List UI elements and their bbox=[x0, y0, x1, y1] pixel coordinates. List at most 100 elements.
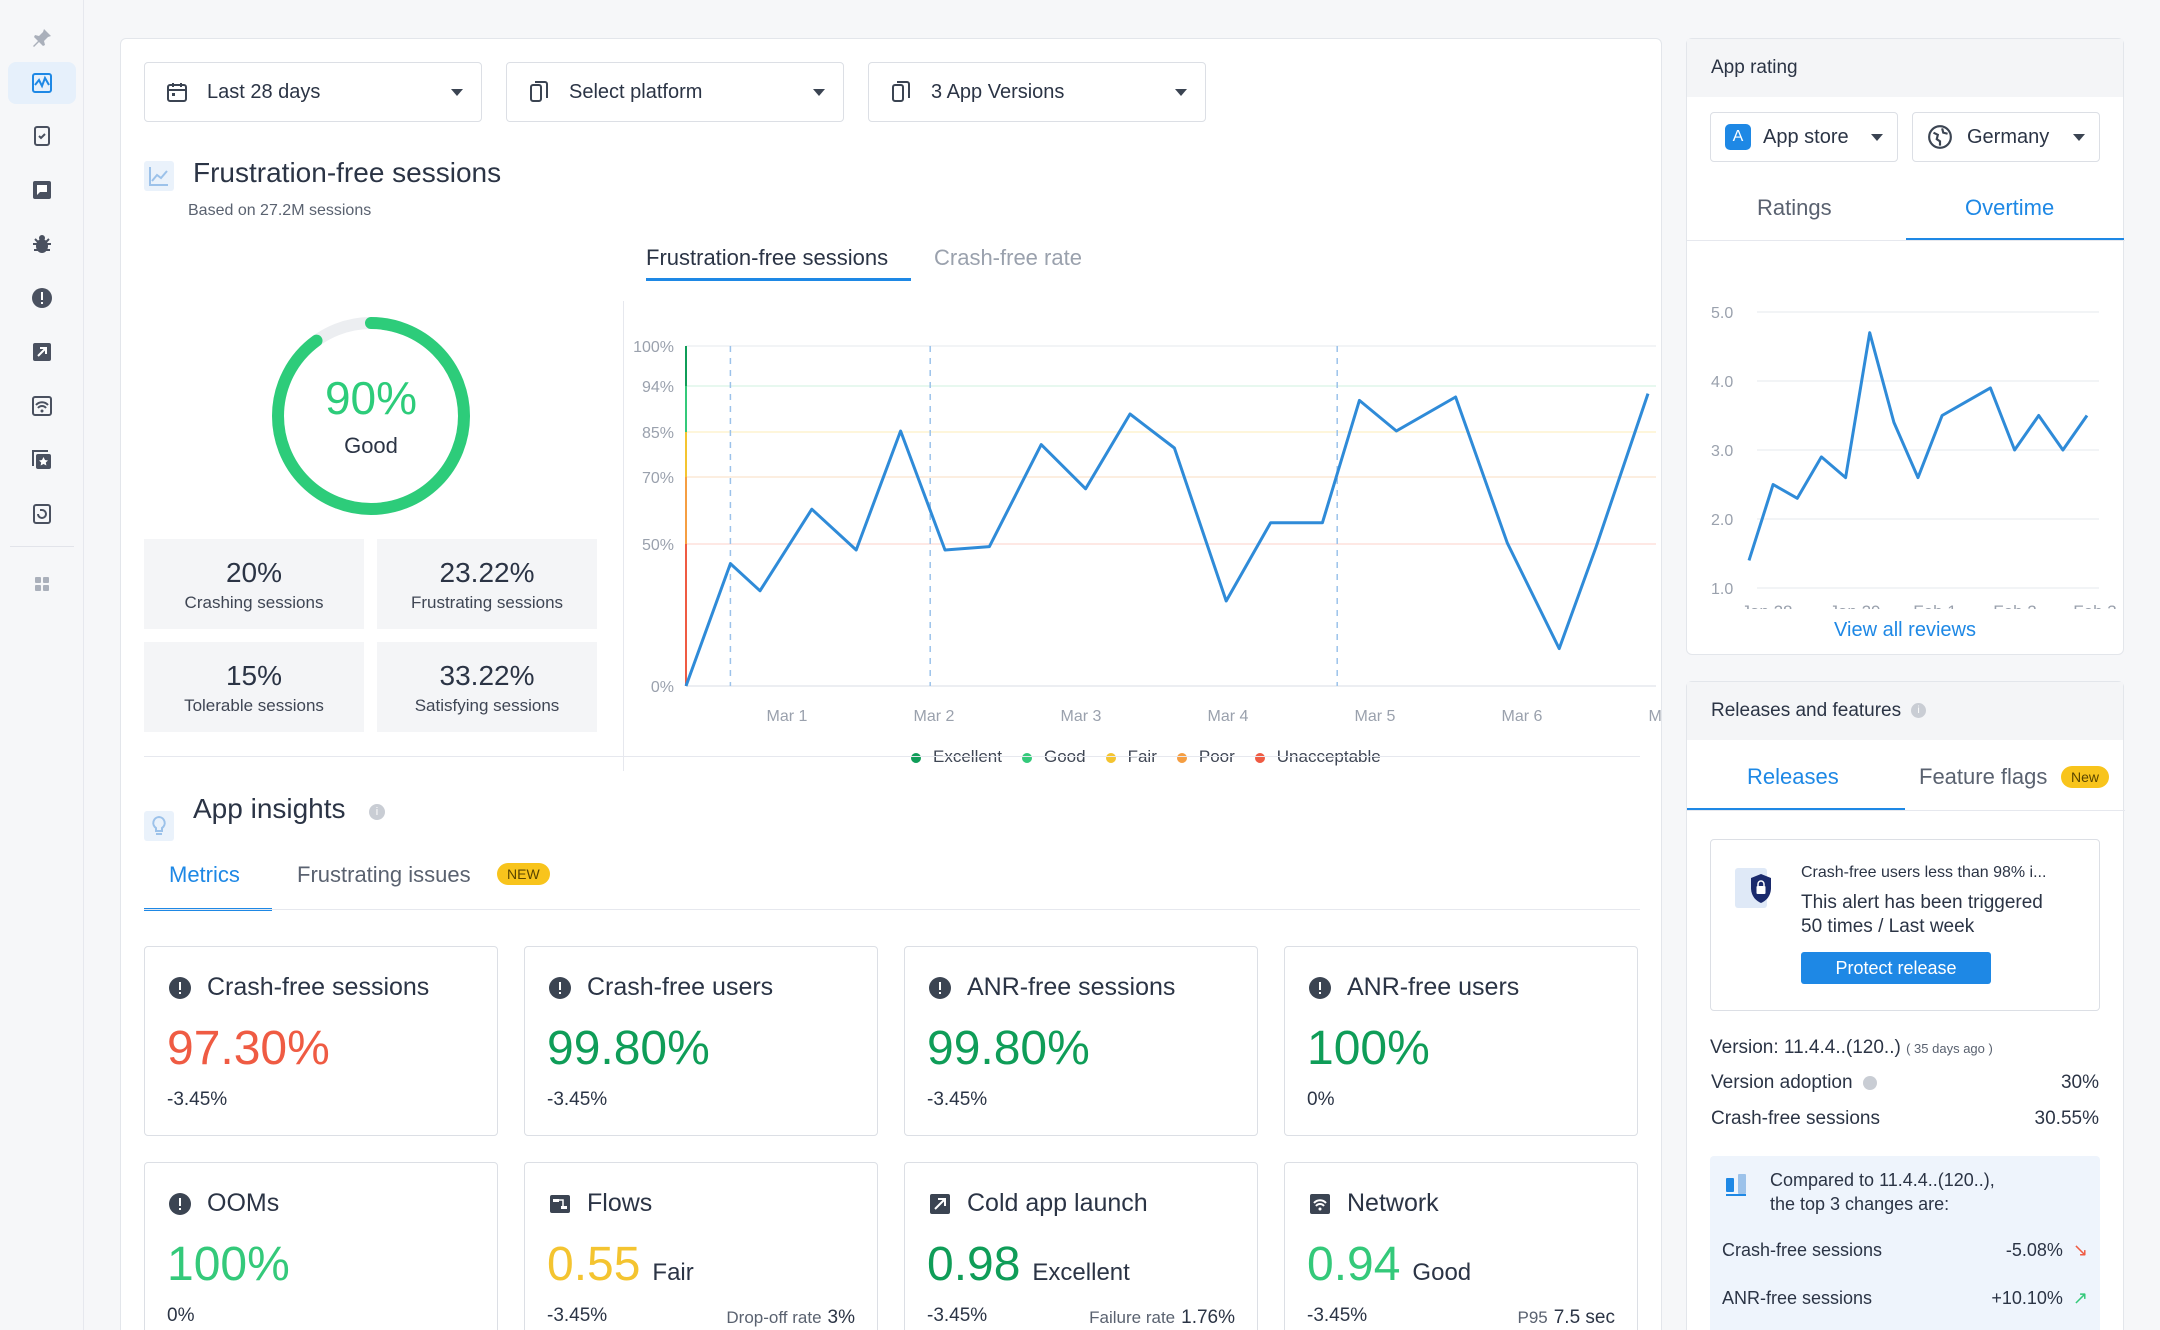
view-all-reviews-link[interactable]: View all reviews bbox=[1834, 619, 1976, 641]
ffs-score-gauge bbox=[272, 317, 470, 515]
metric-qualifier: Good bbox=[1412, 1259, 1472, 1286]
flows-icon bbox=[547, 1191, 573, 1217]
x-tick-label: Jan 29 bbox=[1829, 602, 1880, 609]
x-tick-label: Feb 2 bbox=[1993, 602, 2036, 609]
ratings-icon[interactable] bbox=[24, 442, 60, 478]
change-label: Crash-free sessions bbox=[1722, 1240, 1883, 1260]
release-row: Version adoption 30% bbox=[1711, 1072, 2099, 1094]
stat-tolerable: 15% Tolerable sessions bbox=[144, 642, 364, 732]
alert-icon bbox=[1307, 975, 1333, 1001]
bug-icon[interactable] bbox=[24, 226, 60, 262]
replay-icon[interactable] bbox=[24, 496, 60, 532]
legend-dot bbox=[1176, 752, 1187, 763]
info-icon[interactable]: i bbox=[1911, 703, 1927, 719]
ffs-title: Frustration-free sessions bbox=[193, 157, 502, 188]
metric-title: Network bbox=[1347, 1189, 1439, 1217]
tab-overtime[interactable]: Overtime bbox=[1965, 195, 2055, 220]
protect-release-button[interactable]: Protect release bbox=[1801, 952, 1991, 984]
metric-title: ANR-free users bbox=[1347, 973, 1520, 1001]
new-badge: New bbox=[2061, 766, 2110, 788]
metric-card-flows[interactable]: Flows 0.55 Fair -3.45% Drop-off rate 3% bbox=[524, 1162, 878, 1330]
metric-value-wrap: 0.55 Fair bbox=[547, 1237, 694, 1292]
chart-line-icon bbox=[144, 161, 174, 196]
metric-right: Failure rate 1.76% bbox=[1089, 1307, 1235, 1329]
chevron-down-icon bbox=[1175, 88, 1187, 96]
main-panel: Last 28 days Select platform 3 App Versi… bbox=[120, 38, 1662, 1330]
date-range-dropdown[interactable]: Last 28 days bbox=[144, 62, 482, 122]
metric-title: Flows bbox=[587, 1189, 653, 1217]
row-label-wrap: Version adoption bbox=[1711, 1072, 1877, 1094]
stat-crashing: 20% Crashing sessions bbox=[144, 539, 364, 629]
platform-value: Select platform bbox=[569, 80, 703, 103]
tab-feature-flags[interactable]: Feature flags bbox=[1919, 764, 2048, 789]
y-tick-label: 1.0 bbox=[1711, 581, 1733, 598]
legend-dot bbox=[911, 752, 921, 763]
chevron-down-icon bbox=[1871, 133, 1883, 141]
metric-card-anr-free-users[interactable]: ANR-free users 100% 0% bbox=[1284, 946, 1638, 1136]
feedback-icon[interactable] bbox=[24, 172, 60, 208]
launch-icon bbox=[927, 1191, 953, 1217]
app-versions-value: 3 App Versions bbox=[931, 80, 1065, 103]
x-tick-label: Mar 5 bbox=[1355, 708, 1396, 721]
metric-delta: 0% bbox=[1307, 1089, 1335, 1110]
network-icon[interactable] bbox=[24, 388, 60, 424]
alert-count: 50 times / Last week bbox=[1801, 916, 1975, 937]
country-dropdown[interactable]: Germany bbox=[1912, 112, 2100, 162]
row-value: 30.55% bbox=[2034, 1108, 2099, 1129]
metric-delta: -3.45% bbox=[927, 1305, 988, 1326]
metric-delta: -3.45% bbox=[1307, 1305, 1368, 1326]
metric-delta: -3.45% bbox=[547, 1089, 608, 1110]
apps-grid-icon[interactable] bbox=[24, 566, 60, 602]
reports-icon[interactable] bbox=[24, 118, 60, 154]
ffs-line-chart: 100% 94% 85% 70% 50% 0% Mar 1 Mar 2 Mar 3 Mar 4 Ma… bbox=[633, 339, 1661, 721]
metric-value: 97.30% bbox=[167, 1022, 330, 1075]
alert-icon[interactable] bbox=[24, 280, 60, 316]
app-versions-dropdown[interactable]: 3 App Versions bbox=[868, 62, 1206, 122]
dashboard-icon[interactable] bbox=[8, 62, 76, 104]
globe-icon bbox=[1927, 124, 1953, 150]
tab-ratings[interactable]: Ratings bbox=[1757, 195, 1832, 220]
stat-value: 23.22% bbox=[439, 557, 535, 588]
platform-dropdown[interactable]: Select platform bbox=[506, 62, 844, 122]
metric-qualifier: Fair bbox=[652, 1259, 694, 1286]
metric-title: Cold app launch bbox=[967, 1189, 1148, 1217]
metric-card-anr-free-sessions[interactable]: ANR-free sessions 99.80% -3.45% bbox=[904, 946, 1258, 1136]
change-row: ANR-free sessions +10.10% ↗ bbox=[1722, 1288, 2088, 1309]
app-rating-title: App rating bbox=[1687, 39, 2123, 97]
x-tick-label: Mar 7 bbox=[1649, 708, 1661, 721]
alert-icon bbox=[547, 975, 573, 1001]
tab-ffs[interactable]: Frustration-free sessions bbox=[646, 245, 889, 270]
metric-card-network[interactable]: Network 0.94 Good -3.45% P95 7.5 sec bbox=[1284, 1162, 1638, 1330]
releases-title: Releases and features bbox=[1711, 700, 1902, 721]
legend-item: Excellent bbox=[911, 747, 1002, 767]
divider bbox=[623, 301, 624, 771]
launch-icon[interactable] bbox=[24, 334, 60, 370]
network-icon bbox=[1307, 1191, 1333, 1217]
alert-icon bbox=[167, 1191, 193, 1217]
store-dropdown[interactable]: A App store bbox=[1710, 112, 1898, 162]
metric-qualifier: Excellent bbox=[1032, 1259, 1130, 1286]
x-tick-label: Mar 1 bbox=[767, 708, 808, 721]
compare-box: Compared to 11.4.4..(120..), the top 3 c… bbox=[1710, 1156, 2100, 1330]
metric-value: 99.80% bbox=[547, 1022, 710, 1075]
devices-icon bbox=[525, 78, 553, 106]
metric-card-crash-free-sessions[interactable]: Crash-free sessions 97.30% -3.45% bbox=[144, 946, 498, 1136]
metric-value: 100% bbox=[167, 1238, 290, 1291]
metric-card-crash-free-users[interactable]: Crash-free users 99.80% -3.45% bbox=[524, 946, 878, 1136]
section-divider bbox=[144, 756, 1640, 757]
gauge-arc bbox=[272, 317, 470, 515]
legend-item: Good bbox=[1021, 747, 1086, 767]
metric-card-cold-app-launch[interactable]: Cold app launch 0.98 Excellent -3.45% Fai… bbox=[904, 1162, 1258, 1330]
tab-releases[interactable]: Releases bbox=[1747, 764, 1839, 789]
metric-delta: -3.45% bbox=[167, 1089, 228, 1110]
pin-icon[interactable] bbox=[24, 20, 60, 56]
metric-card-ooms[interactable]: OOMs 100% 0% bbox=[144, 1162, 498, 1330]
tab-crash-free-rate[interactable]: Crash-free rate bbox=[934, 245, 1082, 270]
y-tick-label: 5.0 bbox=[1711, 305, 1733, 322]
x-tick-label: Mar 3 bbox=[1061, 708, 1102, 721]
info-icon[interactable]: i bbox=[369, 804, 385, 820]
tab-frustrating-issues[interactable]: Frustrating issues bbox=[297, 862, 471, 887]
tab-metrics[interactable]: Metrics bbox=[169, 862, 240, 887]
rating-series-line bbox=[1747, 331, 2089, 561]
info-icon[interactable] bbox=[1862, 1075, 1877, 1090]
